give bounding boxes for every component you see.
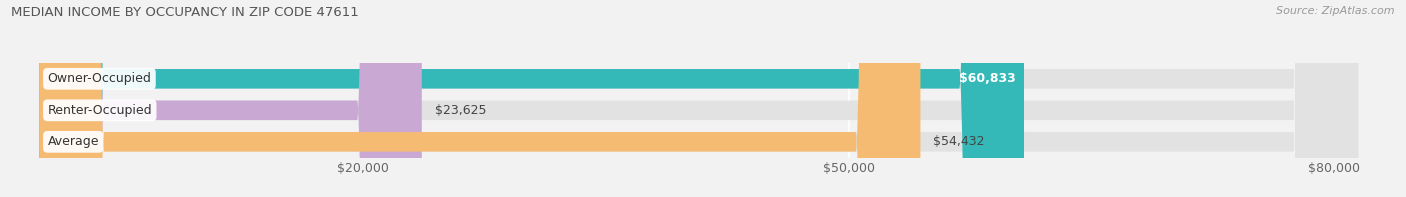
- FancyBboxPatch shape: [39, 0, 921, 197]
- FancyBboxPatch shape: [39, 0, 1358, 197]
- Text: $60,833: $60,833: [959, 72, 1017, 85]
- Text: $54,432: $54,432: [934, 135, 984, 148]
- Text: MEDIAN INCOME BY OCCUPANCY IN ZIP CODE 47611: MEDIAN INCOME BY OCCUPANCY IN ZIP CODE 4…: [11, 6, 359, 19]
- Text: Renter-Occupied: Renter-Occupied: [48, 104, 152, 117]
- Text: Average: Average: [48, 135, 98, 148]
- Text: Source: ZipAtlas.com: Source: ZipAtlas.com: [1277, 6, 1395, 16]
- FancyBboxPatch shape: [39, 0, 422, 197]
- FancyBboxPatch shape: [39, 0, 1024, 197]
- Text: $23,625: $23,625: [434, 104, 486, 117]
- Text: Owner-Occupied: Owner-Occupied: [48, 72, 152, 85]
- FancyBboxPatch shape: [39, 0, 1358, 197]
- FancyBboxPatch shape: [39, 0, 1358, 197]
